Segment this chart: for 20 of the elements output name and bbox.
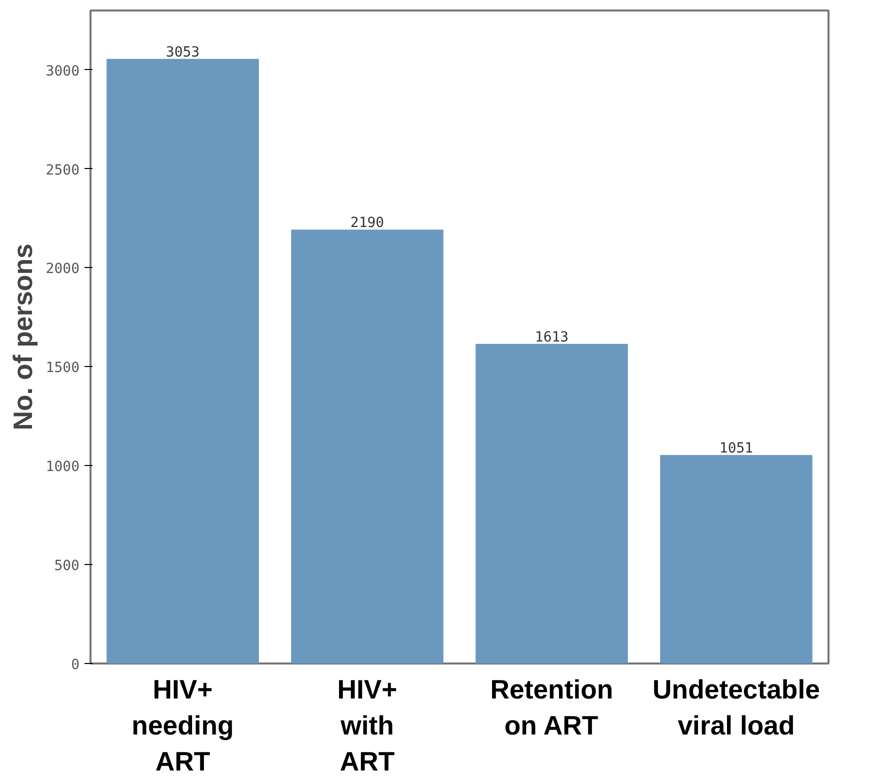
bar: [476, 344, 628, 664]
y-tick-label: 1000: [46, 459, 80, 476]
y-tick-label: 500: [54, 558, 80, 574]
y-tick-label: 3000: [46, 63, 80, 80]
bar: [106, 58, 259, 664]
bar: [660, 455, 812, 664]
bar: [291, 230, 444, 664]
data-label: 3053: [166, 44, 200, 60]
y-tick-label: 2000: [46, 261, 80, 278]
x-tick-label: HIV+ with ART: [337, 674, 398, 776]
data-label: 1613: [534, 329, 569, 346]
x-tick-label: Undetectable viral load: [652, 674, 820, 740]
y-tick-label: 2500: [46, 162, 80, 178]
x-tick-label: HIV+ needing ART: [132, 674, 234, 776]
y-tick-label: 1500: [46, 360, 80, 376]
y-axis-title: No. of persons: [8, 244, 38, 430]
y-tick-label: 0: [71, 657, 80, 673]
x-tick-label: Retention on ART: [490, 674, 614, 740]
data-label: 1051: [719, 440, 754, 457]
data-label: 2190: [350, 215, 384, 232]
